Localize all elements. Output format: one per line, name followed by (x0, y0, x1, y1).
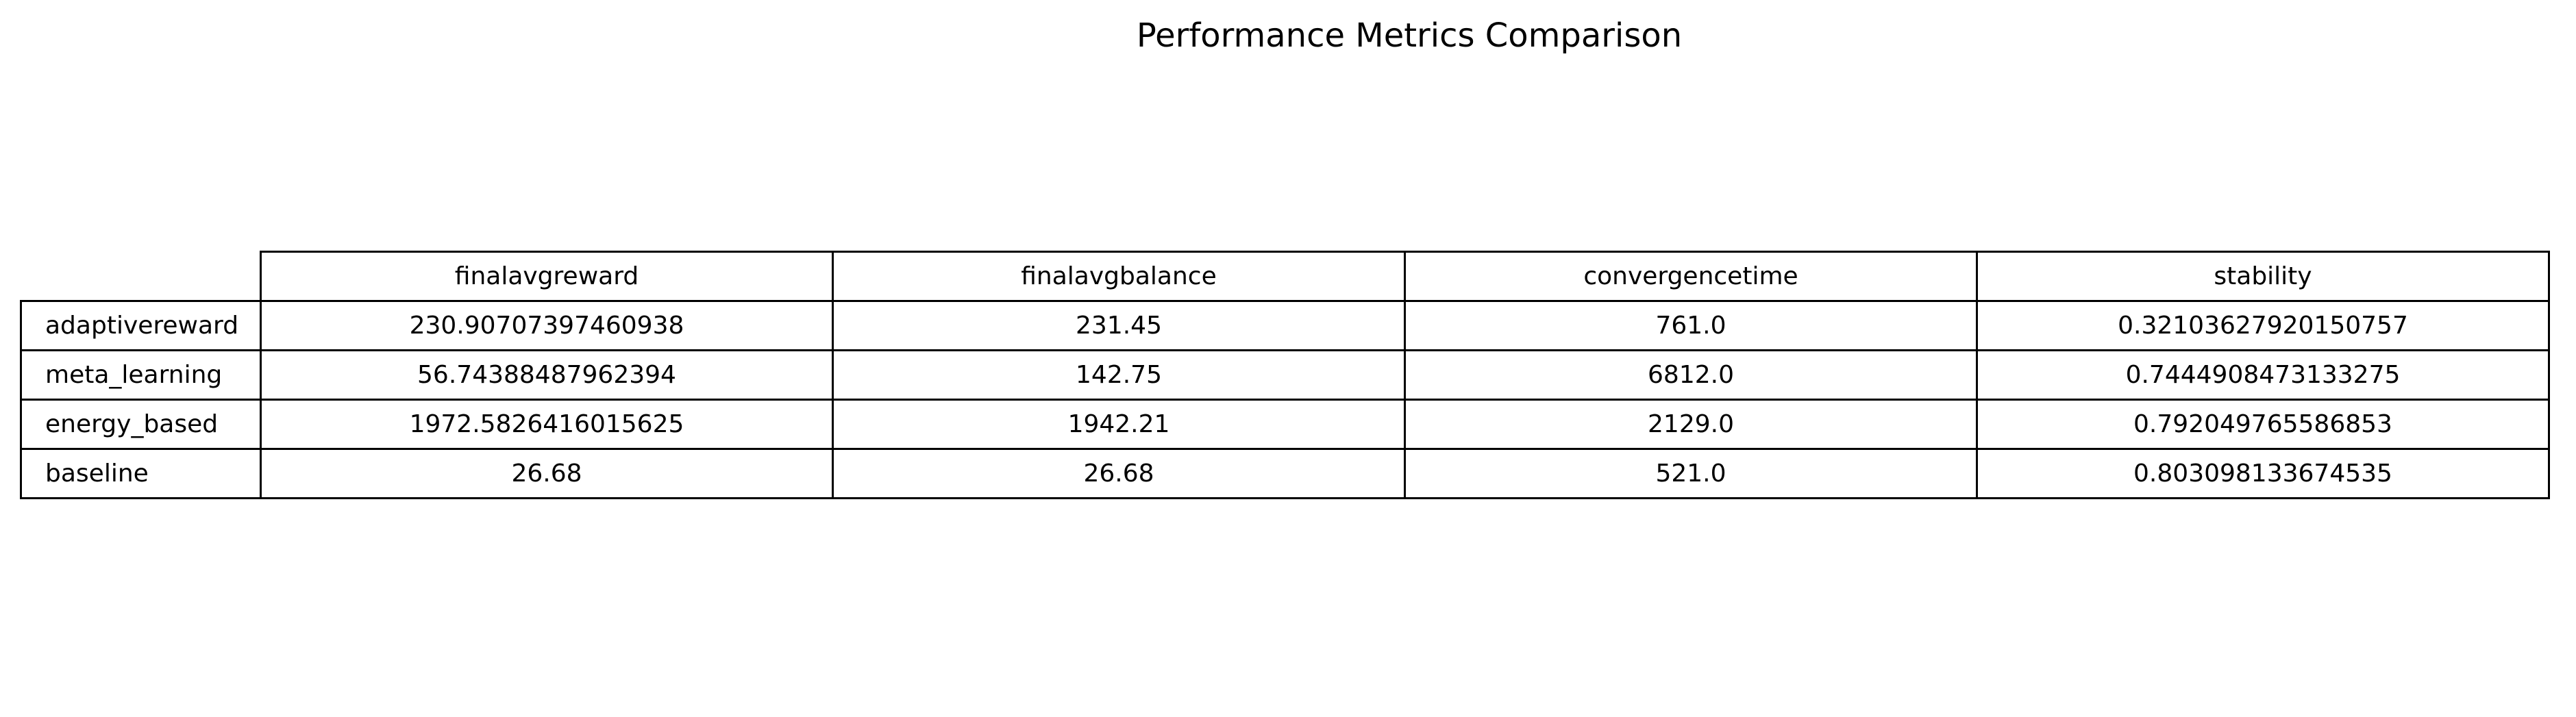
table-cell: 230.90707397460938 (260, 300, 834, 351)
table-cell: 26.68 (832, 448, 1406, 499)
table-cell: 2129.0 (1404, 399, 1978, 450)
table-cell: 1942.21 (832, 399, 1406, 450)
column-header: convergencetime (1404, 251, 1978, 302)
table-cell: 142.75 (832, 349, 1406, 401)
metrics-table: finalavgreward finalavgbalance convergen… (20, 251, 2550, 499)
row-header: baseline (20, 448, 262, 499)
table-cell: 0.792049765586853 (1976, 399, 2550, 450)
row-header: meta_learning (20, 349, 262, 401)
table-cell: 231.45 (832, 300, 1406, 351)
table-header-row: finalavgreward finalavgbalance convergen… (21, 251, 2550, 302)
table-row: energy_based 1972.5826416015625 1942.21 … (20, 399, 2550, 450)
column-header: stability (1976, 251, 2550, 302)
column-header: finalavgreward (260, 251, 834, 302)
table-cell: 521.0 (1404, 448, 1978, 499)
metrics-table-container: finalavgreward finalavgbalance convergen… (20, 251, 2550, 499)
table-cell: 56.74388487962394 (260, 349, 834, 401)
row-header: energy_based (20, 399, 262, 450)
table-corner-cell (21, 251, 262, 302)
table-cell: 0.32103627920150757 (1976, 300, 2550, 351)
chart-title: Performance Metrics Comparison (1136, 16, 1683, 55)
table-row: meta_learning 56.74388487962394 142.75 6… (20, 349, 2550, 401)
row-header: adaptivereward (20, 300, 262, 351)
table-cell: 6812.0 (1404, 349, 1978, 401)
table-row: adaptivereward 230.90707397460938 231.45… (20, 300, 2550, 351)
column-header: finalavgbalance (832, 251, 1406, 302)
table-cell: 0.7444908473133275 (1976, 349, 2550, 401)
table-cell: 761.0 (1404, 300, 1978, 351)
table-cell: 1972.5826416015625 (260, 399, 834, 450)
table-row: baseline 26.68 26.68 521.0 0.80309813367… (20, 448, 2550, 499)
table-cell: 26.68 (260, 448, 834, 499)
table-cell: 0.803098133674535 (1976, 448, 2550, 499)
